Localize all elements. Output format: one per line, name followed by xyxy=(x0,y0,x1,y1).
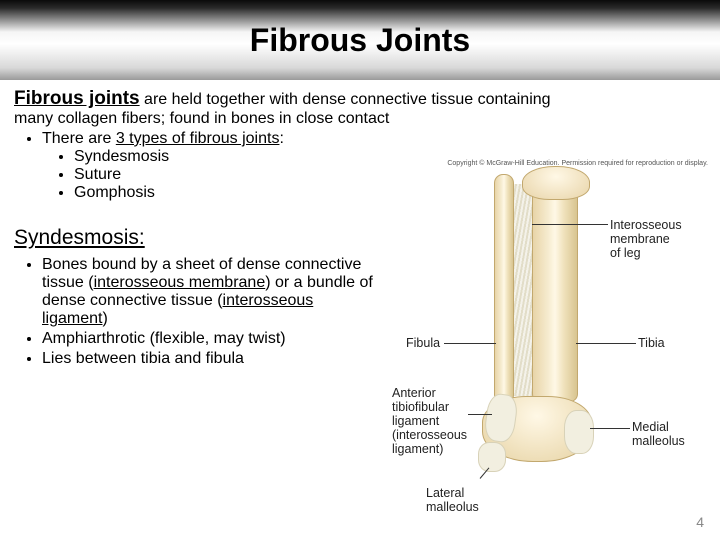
title-bar: Fibrous Joints xyxy=(0,0,720,80)
leader-line xyxy=(532,224,608,225)
types-heading: There are 3 types of fibrous joints: xyxy=(42,130,706,148)
medial-malleolus-shape xyxy=(564,410,594,454)
page-number: 4 xyxy=(696,514,704,530)
intro-line: Fibrous joints are held together with de… xyxy=(14,88,706,110)
label-tibia: Tibia xyxy=(638,336,665,350)
tibia-shape xyxy=(532,170,578,402)
syndesmosis-list: Bones bound by a sheet of dense connecti… xyxy=(14,256,374,368)
label-medial-malleolus: Medialmalleolus xyxy=(632,420,685,448)
leader-line xyxy=(576,343,636,344)
label-lateral-malleolus: Lateralmalleolus xyxy=(426,486,479,514)
lateral-malleolus-shape xyxy=(478,442,506,472)
tibia-head-shape xyxy=(522,166,590,200)
syn-bullet: Amphiarthrotic (flexible, may twist) xyxy=(42,330,374,348)
intro-rest: are held together with dense connective … xyxy=(140,91,551,108)
interosseous-membrane-shape xyxy=(512,184,534,396)
label-fibula: Fibula xyxy=(406,336,440,350)
leader-line xyxy=(468,414,492,415)
intro-cont: many collagen fibers; found in bones in … xyxy=(14,110,706,128)
fibula-shape xyxy=(494,174,514,404)
diagram-copyright: Copyright © McGraw-Hill Education. Permi… xyxy=(447,160,708,167)
label-interosseous: Interosseousmembraneof leg xyxy=(610,218,682,260)
leader-line xyxy=(444,343,496,344)
intro-lead: Fibrous joints xyxy=(14,88,140,109)
syn-bullet: Bones bound by a sheet of dense connecti… xyxy=(42,256,374,328)
leg-diagram: Copyright © McGraw-Hill Education. Permi… xyxy=(382,160,712,520)
syndesmosis-text: Bones bound by a sheet of dense connecti… xyxy=(14,256,374,370)
leader-line xyxy=(590,428,630,429)
slide-title: Fibrous Joints xyxy=(250,22,470,59)
syn-bullet: Lies between tibia and fibula xyxy=(42,350,374,368)
label-atf-ligament: Anteriortibiofibularligament(interosseou… xyxy=(392,386,467,456)
